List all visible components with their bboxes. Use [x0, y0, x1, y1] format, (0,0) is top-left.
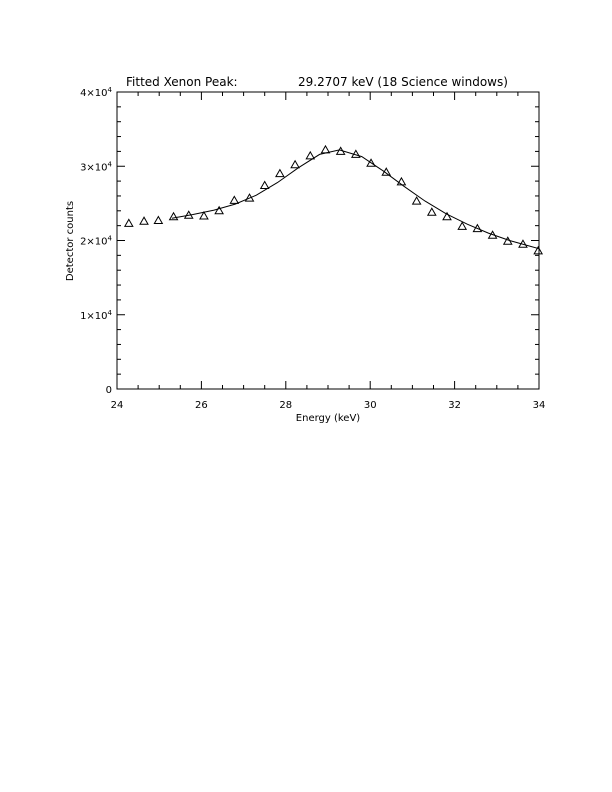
data-point — [457, 221, 468, 230]
data-point — [275, 168, 285, 178]
x-tick-label: 24 — [111, 400, 124, 411]
y-axis-title: Detector counts — [65, 201, 76, 281]
chart-title-right: 29.2707 keV (18 Science windows) — [298, 75, 508, 89]
chart-title-left: Fitted Xenon Peak: — [126, 75, 238, 89]
data-point — [442, 211, 452, 221]
y-tick-label: 4×104 — [80, 86, 112, 99]
y-tick-label: 2×104 — [80, 235, 112, 248]
x-tick-label: 28 — [279, 400, 292, 411]
chart-title: Fitted Xenon Peak: 29.2707 keV (18 Scien… — [126, 75, 508, 89]
x-tick-label: 34 — [533, 400, 546, 411]
axis-ticks — [116, 91, 540, 390]
x-tick-label: 32 — [448, 400, 461, 411]
data-point — [153, 215, 164, 224]
data-point — [168, 211, 179, 221]
x-tick-label: 26 — [195, 400, 208, 411]
data-points — [123, 144, 544, 255]
data-point — [426, 207, 437, 216]
data-point — [533, 245, 544, 255]
data-point — [290, 159, 300, 169]
y-tick-label: 1×104 — [80, 309, 112, 322]
data-point — [411, 196, 422, 205]
x-axis-title: Energy (keV) — [296, 413, 361, 424]
y-tick-labels: 0 1×104 2×104 3×104 4×104 — [80, 86, 112, 396]
y-tick-label: 3×104 — [80, 160, 112, 173]
data-point — [139, 216, 149, 225]
data-point — [305, 150, 316, 160]
data-point — [123, 218, 134, 227]
x-tick-label: 30 — [364, 400, 377, 411]
y-tick-label: 0 — [106, 385, 112, 396]
x-tick-labels: 24 26 28 30 32 34 — [111, 400, 546, 411]
data-point — [214, 205, 224, 215]
data-point — [366, 158, 376, 167]
data-point — [229, 195, 240, 204]
fit-curve-line — [171, 149, 540, 250]
data-point — [199, 210, 209, 220]
data-point — [259, 180, 270, 190]
